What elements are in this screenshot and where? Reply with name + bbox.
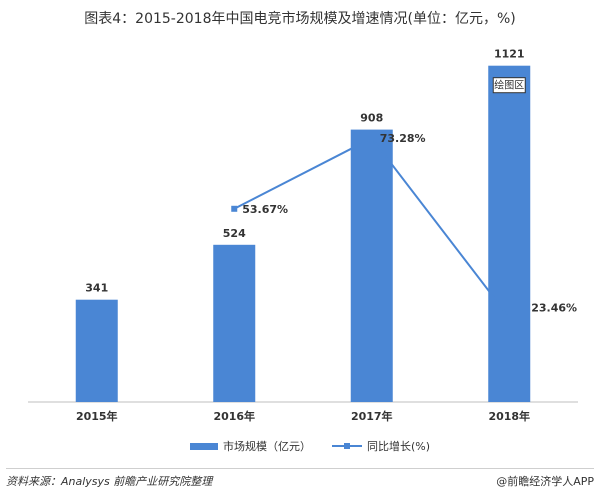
footer: 资料来源：Analysys 前瞻产业研究院整理 @前瞻经济学人APP [6,468,594,489]
chart-title: 图表4：2015-2018年中国电竞市场规模及增速情况(单位：亿元，%) [84,11,516,27]
growth-value-label: 73.28% [380,132,426,145]
legend-item-bar: 市场规模（亿元） [190,438,311,454]
growth-value-label: 23.46% [531,302,577,315]
growth-value-label: 53.67% [242,203,288,216]
legend-label-line: 同比增长(%) [367,440,431,453]
legend-swatch-bar [190,442,218,450]
source-note: 资料来源：Analysys 前瞻产业研究院整理 [6,475,213,488]
x-tick-label: 2018年 [488,409,530,423]
plot-area-tag-box [492,77,526,94]
plot-area-tag: 绘图区 [494,79,524,92]
legend-item-line: 同比增长(%) [332,438,430,454]
growth-marker [368,135,375,142]
legend-label-bar: 市场规模（亿元） [223,440,311,453]
x-tick-label: 2015年 [76,409,118,423]
bar-value-label: 1121 [494,48,525,61]
growth-marker [506,314,513,321]
brand-credit: @前瞻经济学人APP [496,475,594,488]
legend: 市场规模（亿元） 同比增长(%) [0,438,600,458]
growth-marker [231,205,238,212]
bar-value-label: 908 [360,112,383,125]
bar-2018年 [488,65,531,402]
bar-2017年 [350,129,393,402]
bar-value-label: 524 [223,227,246,240]
bar-value-label: 341 [85,282,108,295]
x-tick-label: 2016年 [213,409,255,423]
bar-2015年 [75,299,118,402]
x-tick-label: 2017年 [351,409,393,423]
bar-2016年 [213,244,256,402]
legend-swatch-line [332,443,362,449]
